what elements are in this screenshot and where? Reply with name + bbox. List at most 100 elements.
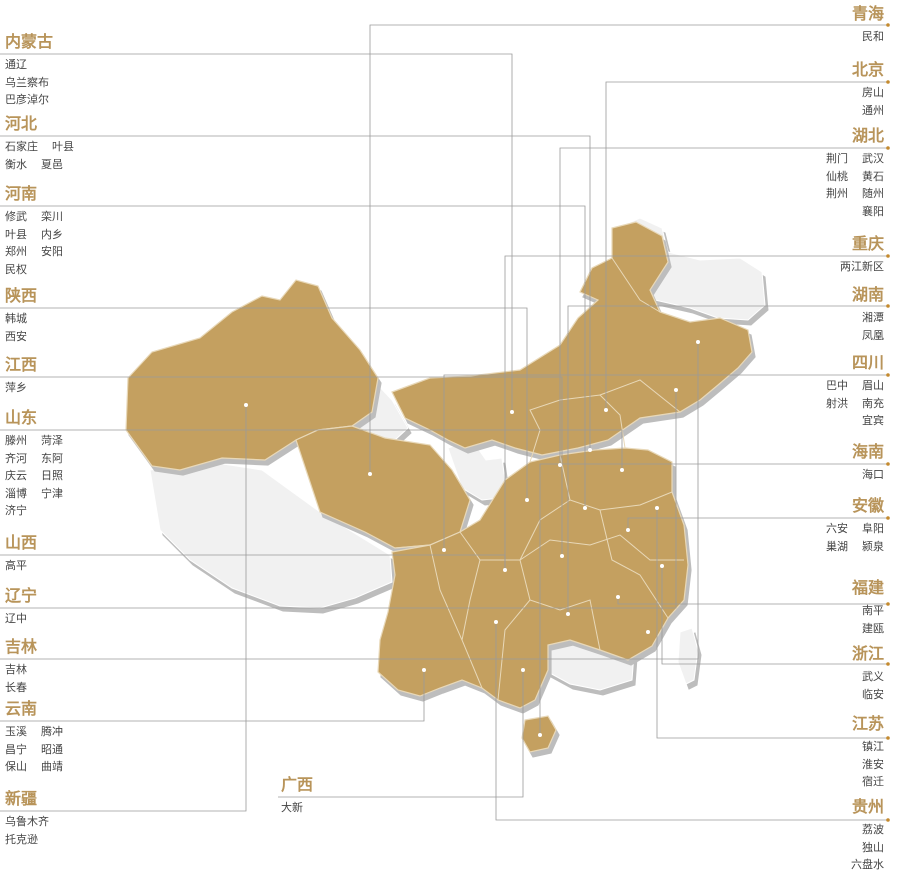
connector-lines <box>0 24 888 821</box>
province-borders <box>394 257 684 701</box>
city-name: 保山 <box>5 760 27 773</box>
province-name: 河北 <box>5 114 38 133</box>
city-name: 房山 <box>862 86 884 99</box>
city-name: 南平 <box>862 604 884 617</box>
city-name: 玉溪 <box>5 725 27 738</box>
province-name: 安徽 <box>851 496 884 515</box>
city-name: 昭通 <box>41 742 63 756</box>
province-name: 内蒙古 <box>5 32 54 51</box>
province-name: 湖南 <box>851 285 884 304</box>
province-name: 辽宁 <box>5 586 38 605</box>
city-name: 昌宁 <box>5 742 27 756</box>
province-zhejiang: 浙江 武义 临安 <box>852 643 884 703</box>
province-sichuan: 四川 巴中 眉山 射洪 南充 宜宾 <box>826 352 884 430</box>
city-name: 通辽 <box>5 58 27 71</box>
city-name: 乌鲁木齐 <box>5 815 49 828</box>
city-name: 宁津 <box>41 486 63 500</box>
city-name: 颍泉 <box>862 539 884 553</box>
city-name: 庆云 <box>5 469 27 482</box>
city-name: 通州 <box>862 103 884 117</box>
province-xinjiang: 新疆 乌鲁木齐 托克逊 <box>5 788 49 848</box>
city-name: 长春 <box>5 680 27 694</box>
city-name: 武汉 <box>862 152 884 165</box>
city-name: 内乡 <box>41 227 63 241</box>
province-name: 贵州 <box>851 797 884 816</box>
city-name: 安阳 <box>41 245 63 258</box>
province-jiangsu: 江苏 镇江 淮安 宿迁 <box>852 713 884 791</box>
province-hebei: 河北 石家庄 叶县 衡水 夏邑 <box>5 113 74 173</box>
province-shanxi: 山西 高平 <box>5 532 37 575</box>
province-jiangxi: 江西 萍乡 <box>5 354 37 397</box>
city-name: 南充 <box>862 396 884 410</box>
province-name: 海南 <box>851 442 884 461</box>
city-name: 西安 <box>5 329 27 343</box>
city-name: 襄阳 <box>862 204 884 218</box>
province-name: 陕西 <box>5 286 38 305</box>
province-anhui: 安徽 六安 阜阳 巢湖 颍泉 <box>826 495 884 555</box>
city-markers <box>244 340 700 737</box>
city-name: 衡水 <box>5 157 27 171</box>
city-name: 日照 <box>41 469 63 482</box>
city-name: 六安 <box>826 522 848 535</box>
city-name: 荔波 <box>862 823 884 836</box>
province-name: 山西 <box>5 533 38 552</box>
city-name: 民和 <box>862 30 884 43</box>
province-guizhou: 贵州 荔波 独山 六盘水 <box>851 796 884 874</box>
city-name: 湘潭 <box>862 311 884 324</box>
city-name: 修武 <box>5 210 27 223</box>
province-name: 广西 <box>281 775 314 794</box>
city-name: 阜阳 <box>862 522 884 535</box>
province-neimenggu: 内蒙古 通辽 乌兰察布 巴彦淖尔 <box>5 31 53 109</box>
city-name: 眉山 <box>862 379 884 392</box>
city-name: 济宁 <box>5 504 27 517</box>
province-jilin: 吉林 吉林 长春 <box>5 636 37 696</box>
city-name: 巴彦淖尔 <box>5 93 49 106</box>
province-name: 浙江 <box>851 644 884 663</box>
city-name: 郑州 <box>5 245 27 258</box>
city-name: 荆门 <box>826 152 848 165</box>
province-name: 河南 <box>5 184 38 203</box>
city-name: 托克逊 <box>5 832 38 846</box>
province-hubei: 湖北 荆门 武汉 仙桃 黄石 荆州 随州 襄阳 <box>826 125 884 220</box>
city-name: 宜宾 <box>862 414 884 427</box>
city-name: 镇江 <box>862 740 884 753</box>
province-name: 云南 <box>5 699 38 718</box>
city-name: 独山 <box>862 840 884 854</box>
province-henan: 河南 修武 栾川 叶县 内乡 郑州 安阳 民权 <box>5 183 63 278</box>
city-name: 腾冲 <box>41 725 63 738</box>
city-name: 韩城 <box>5 312 27 325</box>
province-guangxi: 广西 大新 <box>281 774 313 817</box>
city-name: 荆州 <box>826 187 848 200</box>
city-name: 菏泽 <box>41 434 63 447</box>
city-name: 民权 <box>5 262 27 276</box>
province-name: 江西 <box>5 355 38 374</box>
line-end-dots <box>886 23 890 822</box>
province-name: 江苏 <box>851 714 884 733</box>
city-name: 乌兰察布 <box>5 75 49 89</box>
city-name: 夏邑 <box>41 157 63 171</box>
province-hainan: 海南 海口 <box>852 441 884 484</box>
city-name: 射洪 <box>826 396 848 410</box>
province-yunnan: 云南 玉溪 腾冲 昌宁 昭通 保山 曲靖 <box>5 698 63 776</box>
served-land <box>125 221 753 753</box>
city-name: 吉林 <box>5 663 27 676</box>
city-name: 建瓯 <box>862 621 884 635</box>
city-name: 巴中 <box>826 379 848 392</box>
city-name: 石家庄 <box>5 140 38 153</box>
city-name: 叶县 <box>52 140 74 153</box>
province-beijing: 北京 房山 通州 <box>852 59 884 119</box>
province-name: 福建 <box>851 578 884 597</box>
city-name: 萍乡 <box>5 381 27 394</box>
province-name: 四川 <box>851 353 884 372</box>
city-name: 六盘水 <box>851 858 884 871</box>
province-liaoning: 辽宁 辽中 <box>5 585 37 628</box>
province-hunan: 湖南 湘潭 凤凰 <box>852 284 884 344</box>
city-name: 大新 <box>281 801 303 814</box>
province-name: 山东 <box>5 408 38 427</box>
province-name: 青海 <box>851 4 884 23</box>
city-name: 临安 <box>862 687 884 701</box>
city-name: 滕州 <box>5 434 27 447</box>
city-name: 随州 <box>862 187 884 200</box>
city-name: 巢湖 <box>826 539 848 553</box>
